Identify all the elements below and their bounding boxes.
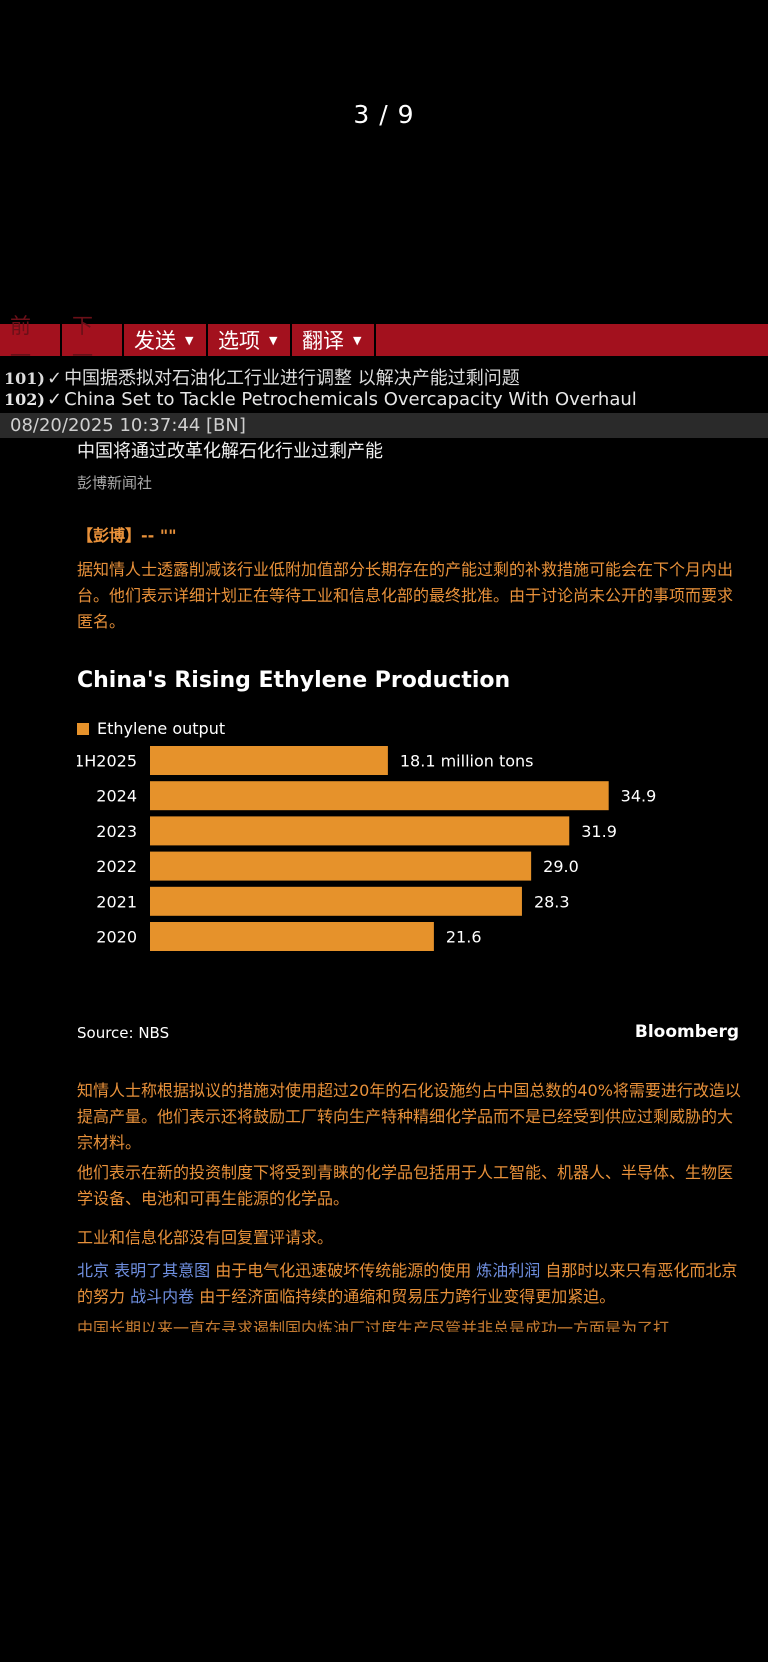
inline-link[interactable]: 表明了其意图 [114,1261,211,1280]
legend-swatch [77,722,89,735]
chart-legend: Ethylene output [77,719,225,738]
check-icon: ✓ [46,368,63,389]
data-label: 18.1 million tons [400,752,534,771]
history-number: 101) [4,369,45,388]
category-label: 2024 [96,787,137,806]
article-title: 中国将通过改革化解石化行业过剩产能 [77,441,383,462]
paragraph-text: 自那时以来只有恶化而北京的努力 [77,1261,738,1306]
legend-label: Ethylene output [97,719,226,738]
data-label: 21.6 [446,928,482,947]
prev-label: 前一 [10,314,31,368]
ethylene-chart: China's Rising Ethylene Production Ethyl… [77,668,747,1048]
caret-down-icon: ▼ [353,333,362,347]
category-label: 1H2025 [77,752,137,771]
article-source: 彭博新闻社 [77,474,153,492]
send-label: 发送 [134,329,176,353]
bloomberg-logo: Bloomberg [634,1022,739,1042]
page-counter: 3 / 9 [353,100,415,129]
article-paragraph-links: 北京 表明了其意图 由于电气化迅速破坏传统能源的使用 炼油利润 自那时以来只有恶… [77,1258,747,1310]
data-label: 28.3 [534,892,570,911]
next-button[interactable]: 下一 [62,314,124,368]
caret-down-icon: ▼ [269,333,278,347]
history-headline: China Set to Tackle Petrochemicals Overc… [64,389,637,410]
category-label: 2021 [96,892,137,911]
article-lead: 【彭博】-- "" [77,526,177,545]
caret-down-icon: ▼ [185,333,194,347]
article-paragraph: 据知情人士透露削减该行业低附加值部分长期存在的产能过剩的补救措施可能会在下个月内… [77,560,734,631]
bar [150,922,434,951]
history-item[interactable]: 101) ✓ 中国据悉拟对石油化工行业进行调整 以解决产能过剩问题 [4,364,520,390]
options-label: 选项 [218,329,260,353]
history-headline: 中国据悉拟对石油化工行业进行调整 以解决产能过剩问题 [64,368,520,389]
inline-link[interactable]: 炼油利润 [476,1261,541,1280]
paragraph-text: 由于经济面临持续的通缩和贸易压力跨行业变得更加紧迫。 [194,1287,616,1306]
bar [150,746,388,775]
data-label: 34.9 [621,787,657,806]
article-paragraph-cut: 中国长期以来一直在寻求遏制国内炼油厂过度生产尽管并非总是成功一方面是为了打 [77,1319,670,1332]
next-label: 下一 [72,314,93,368]
options-button[interactable]: 选项 ▼ [208,324,292,356]
article-paragraph: 工业和信息化部没有回复置评请求。 [77,1228,334,1247]
check-icon: ✓ [46,389,63,410]
send-button[interactable]: 发送 ▼ [124,324,208,356]
bar [150,781,609,811]
article-paragraph: 知情人士称根据拟议的措施对使用超过20年的石化设施约占中国总数的40%将需要进行… [77,1081,741,1152]
data-label: 31.9 [581,822,617,841]
prev-button[interactable]: 前一 [0,314,62,368]
bar [150,851,532,881]
history-item[interactable]: 102) ✓ China Set to Tackle Petrochemicals … [4,389,637,410]
inline-link[interactable]: 战斗内卷 [130,1287,195,1306]
translate-button[interactable]: 翻译 ▼ [292,324,376,356]
bar [150,816,570,846]
data-label: 29.0 [543,857,579,876]
translate-label: 翻译 [302,329,344,353]
paragraph-text: 由于电气化迅速破坏传统能源的使用 [210,1261,477,1280]
inline-link[interactable]: 北京 [77,1261,115,1280]
toolbar: 前一 下一 发送 ▼ 选项 ▼ 翻译 ▼ [0,314,768,368]
chart-source: Source: NBS [77,1024,170,1042]
bar [150,886,522,916]
category-label: 2020 [96,928,137,947]
story-timestamp: 08/20/2025 10:37:44 [BN] [0,413,768,438]
history-number: 102) [4,390,45,409]
article-paragraph: 他们表示在新的投资制度下将受到青睐的化学品包括用于人工智能、机器人、半导体、生物… [77,1163,734,1208]
chart-title: China's Rising Ethylene Production [77,668,511,693]
category-label: 2023 [96,822,137,841]
category-label: 2022 [96,857,137,876]
